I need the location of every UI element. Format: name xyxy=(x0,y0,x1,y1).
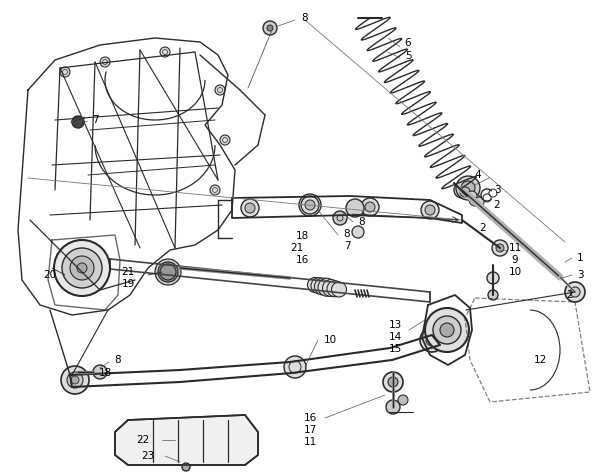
Circle shape xyxy=(492,240,508,256)
Text: 10: 10 xyxy=(509,267,521,277)
Circle shape xyxy=(62,248,102,288)
Circle shape xyxy=(425,205,435,215)
Circle shape xyxy=(323,279,340,296)
Text: 18: 18 xyxy=(296,231,308,241)
Circle shape xyxy=(158,262,178,282)
Circle shape xyxy=(263,21,277,35)
Circle shape xyxy=(332,282,346,297)
Text: 2: 2 xyxy=(567,290,573,300)
Circle shape xyxy=(215,85,225,95)
Text: 21: 21 xyxy=(290,243,304,253)
Text: 11: 11 xyxy=(509,243,521,253)
Circle shape xyxy=(155,259,181,285)
Circle shape xyxy=(433,316,461,344)
Circle shape xyxy=(440,323,454,337)
Text: 16: 16 xyxy=(296,255,308,265)
Circle shape xyxy=(469,194,481,206)
Circle shape xyxy=(318,278,336,296)
Circle shape xyxy=(352,226,364,238)
Circle shape xyxy=(305,200,315,210)
Circle shape xyxy=(346,199,364,217)
Text: 19: 19 xyxy=(121,279,135,289)
Circle shape xyxy=(301,196,319,214)
Circle shape xyxy=(454,182,470,198)
Text: 4: 4 xyxy=(475,170,481,180)
Text: 5: 5 xyxy=(405,51,411,61)
Circle shape xyxy=(327,281,343,297)
Text: 1: 1 xyxy=(577,253,583,263)
Circle shape xyxy=(67,372,83,388)
Text: 8: 8 xyxy=(344,229,350,239)
Circle shape xyxy=(487,272,499,284)
Circle shape xyxy=(72,116,84,128)
Text: 21: 21 xyxy=(121,267,135,277)
Circle shape xyxy=(365,202,375,212)
Circle shape xyxy=(54,240,110,296)
Circle shape xyxy=(420,328,444,352)
Circle shape xyxy=(456,176,480,200)
Circle shape xyxy=(474,197,484,207)
Circle shape xyxy=(496,244,504,252)
Circle shape xyxy=(307,277,323,293)
Circle shape xyxy=(77,263,87,273)
Text: 16: 16 xyxy=(304,413,316,423)
Text: 3: 3 xyxy=(577,270,583,280)
Circle shape xyxy=(315,278,332,295)
Circle shape xyxy=(210,185,220,195)
Circle shape xyxy=(421,201,439,219)
Circle shape xyxy=(333,211,347,225)
Circle shape xyxy=(71,376,79,384)
Text: 20: 20 xyxy=(43,270,56,280)
Text: 18: 18 xyxy=(99,368,111,378)
Text: 12: 12 xyxy=(534,355,547,365)
Circle shape xyxy=(425,308,469,352)
Text: 2: 2 xyxy=(480,223,487,233)
Text: 23: 23 xyxy=(141,451,155,461)
Circle shape xyxy=(565,282,585,302)
Circle shape xyxy=(61,366,89,394)
Circle shape xyxy=(100,57,110,67)
Text: 15: 15 xyxy=(389,344,401,354)
Circle shape xyxy=(467,191,477,201)
Circle shape xyxy=(160,264,176,280)
Text: 11: 11 xyxy=(304,437,316,447)
Circle shape xyxy=(93,365,107,379)
Circle shape xyxy=(398,395,408,405)
Circle shape xyxy=(383,372,403,392)
Circle shape xyxy=(460,187,470,197)
Circle shape xyxy=(570,287,580,297)
Text: 8: 8 xyxy=(359,217,365,227)
Circle shape xyxy=(386,400,400,414)
Circle shape xyxy=(461,181,475,195)
Circle shape xyxy=(245,203,255,213)
Circle shape xyxy=(284,356,306,378)
Circle shape xyxy=(388,377,398,387)
Circle shape xyxy=(361,198,379,216)
Text: 17: 17 xyxy=(304,425,316,435)
Polygon shape xyxy=(115,415,258,465)
Text: 7: 7 xyxy=(92,115,99,125)
Circle shape xyxy=(488,290,498,300)
Circle shape xyxy=(70,256,94,280)
Text: 10: 10 xyxy=(323,335,337,345)
Text: 3: 3 xyxy=(494,185,501,195)
Circle shape xyxy=(60,67,70,77)
Text: 22: 22 xyxy=(136,435,149,445)
Circle shape xyxy=(426,334,438,346)
Text: 2: 2 xyxy=(494,200,501,210)
Text: 6: 6 xyxy=(405,38,411,48)
Circle shape xyxy=(241,199,259,217)
Circle shape xyxy=(220,135,230,145)
Circle shape xyxy=(182,463,190,471)
Text: 13: 13 xyxy=(389,320,401,330)
Text: 8: 8 xyxy=(114,355,121,365)
Text: 8: 8 xyxy=(302,13,308,23)
Text: 7: 7 xyxy=(344,241,350,251)
Circle shape xyxy=(267,25,273,31)
Text: 9: 9 xyxy=(512,255,518,265)
Text: 14: 14 xyxy=(389,332,401,342)
Circle shape xyxy=(160,47,170,57)
Circle shape xyxy=(311,278,327,294)
